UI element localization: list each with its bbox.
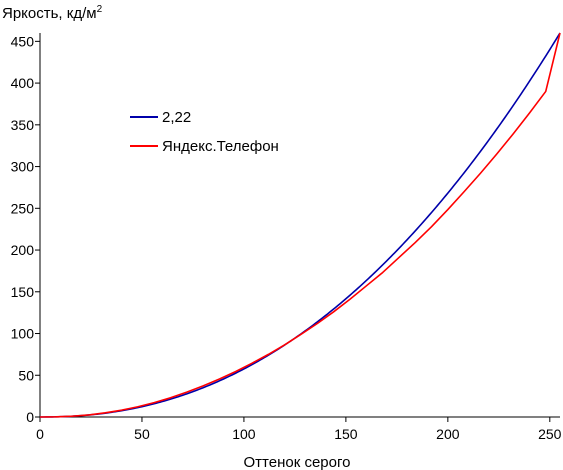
- y-axis-title-text: Яркость, кд/м: [2, 5, 97, 22]
- y-tick-label: 300: [11, 159, 35, 175]
- legend-label: Яндекс.Телефон: [162, 138, 279, 155]
- y-tick-label: 150: [11, 284, 35, 300]
- y-tick-label: 100: [11, 326, 35, 342]
- x-tick-label: 150: [334, 426, 358, 442]
- y-tick-label: 400: [11, 75, 35, 91]
- x-tick-label: 100: [232, 426, 256, 442]
- series-line-0: [40, 33, 560, 417]
- legend-label: 2,22: [162, 109, 191, 126]
- x-tick-label: 50: [134, 426, 150, 442]
- y-tick-label: 50: [18, 367, 34, 383]
- x-axis-title: Оттенок серого: [244, 454, 351, 470]
- legend: 2,22 Яндекс.Телефон: [130, 109, 279, 155]
- y-tick-label: 0: [26, 409, 34, 425]
- series-lines: [40, 33, 560, 417]
- x-ticks: 0 50 100 150 200 250: [36, 417, 562, 442]
- x-tick-label: 250: [538, 426, 562, 442]
- x-tick-label: 0: [36, 426, 44, 442]
- y-tick-label: 250: [11, 200, 35, 216]
- y-tick-label: 450: [11, 33, 35, 49]
- y-axis-title: Яркость, кд/м2: [2, 4, 103, 22]
- y-ticks: 0 50 100 150 200 250 300 350 400 450: [11, 33, 40, 425]
- y-tick-label: 350: [11, 117, 35, 133]
- series-line-1: [40, 33, 560, 417]
- x-tick-label: 200: [436, 426, 460, 442]
- y-axis-title-sup: 2: [97, 4, 103, 15]
- y-tick-label: 200: [11, 242, 35, 258]
